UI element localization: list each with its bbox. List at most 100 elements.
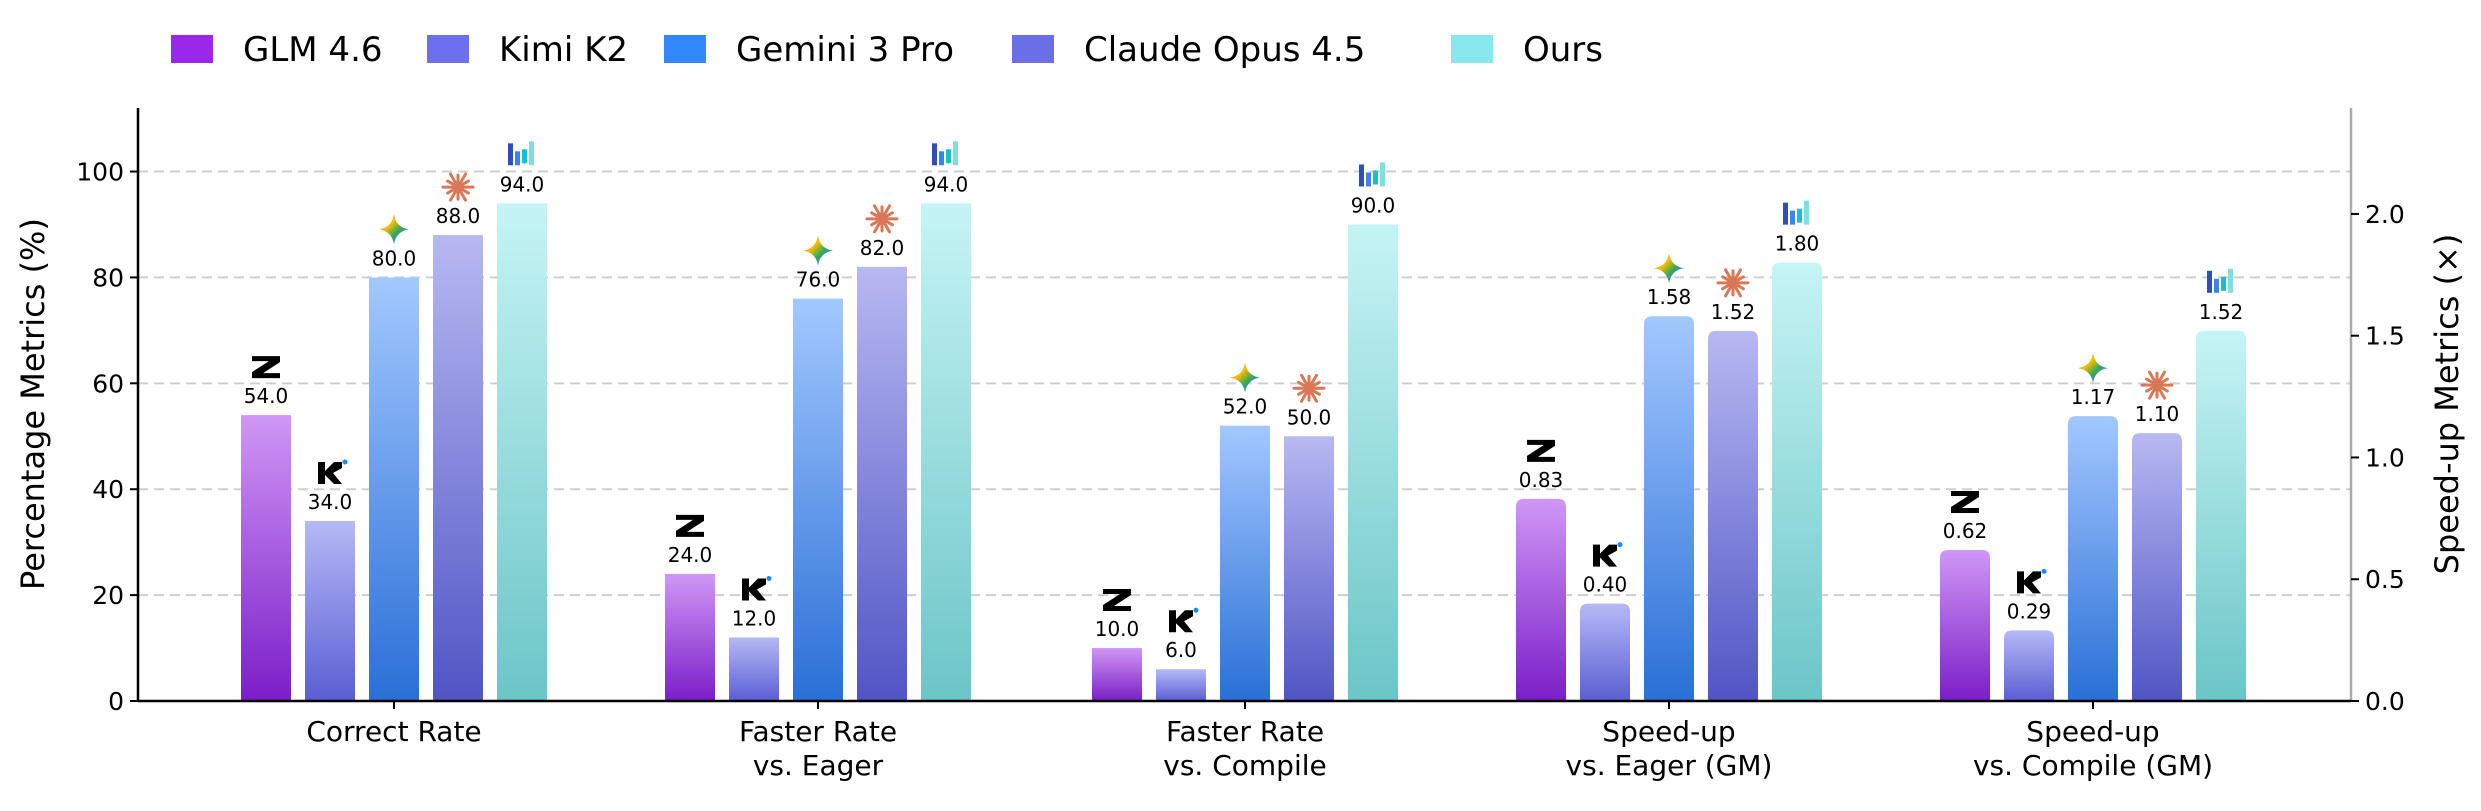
bar	[2004, 630, 2054, 701]
y-tick-label-left: 0	[108, 687, 124, 716]
bar	[1284, 436, 1334, 701]
claude-starburst-icon	[2140, 370, 2174, 400]
bar	[921, 203, 971, 701]
y-tick-label-right: 0.0	[2365, 687, 2405, 716]
data-label: 24.0	[668, 543, 713, 567]
data-label: 6.0	[1165, 638, 1197, 662]
legend-swatch	[427, 35, 469, 63]
bar	[1644, 316, 1694, 701]
y-tick-label-left: 60	[92, 369, 124, 398]
bar	[1708, 330, 1758, 701]
bar	[1772, 262, 1822, 701]
bar	[2068, 416, 2118, 701]
data-label: 82.0	[860, 236, 905, 260]
ours-bars-logo-icon	[932, 141, 958, 166]
data-label: 10.0	[1095, 617, 1140, 641]
x-tick-label: vs. Eager	[753, 749, 884, 782]
x-tick-label: vs. Eager (GM)	[1566, 749, 1773, 782]
bar	[2196, 330, 2246, 701]
x-tick-label: Speed-up	[2026, 715, 2159, 748]
bar	[1940, 550, 1990, 701]
ours-bars-logo-icon	[2207, 268, 2233, 293]
y-axis-right-label: Speed-up Metrics (×)	[2428, 234, 2466, 575]
legend-swatch	[1012, 35, 1054, 63]
zhipu-z-logo-icon	[252, 356, 280, 379]
legend-label: Kimi K2	[499, 30, 628, 70]
zhipu-z-logo-icon	[1951, 491, 1979, 514]
gemini-sparkle-icon	[379, 214, 409, 245]
data-label: 1.10	[2135, 402, 2180, 426]
data-label: 88.0	[436, 204, 481, 228]
bar	[1156, 669, 1206, 701]
bar	[2132, 433, 2182, 701]
y-tick-label-left: 20	[92, 581, 124, 610]
bar	[369, 277, 419, 701]
y-tick-label-left: 80	[92, 263, 124, 292]
data-label: 0.29	[2007, 599, 2052, 623]
bar	[241, 415, 291, 701]
y-tick-label-right: 1.0	[2365, 443, 2405, 472]
bar	[857, 266, 907, 701]
x-tick-label: vs. Compile (GM)	[1973, 749, 2213, 782]
bar	[665, 573, 715, 701]
data-label: 1.52	[1711, 300, 1756, 324]
data-label: 80.0	[372, 246, 417, 270]
kimi-k-logo-icon	[2017, 568, 2047, 594]
data-label: 1.17	[2071, 385, 2116, 409]
gemini-sparkle-icon	[1654, 253, 1684, 284]
bar	[1092, 648, 1142, 701]
data-label: 0.62	[1943, 519, 1988, 543]
zhipu-z-logo-icon	[1103, 589, 1131, 612]
data-label: 90.0	[1351, 193, 1396, 217]
y-tick-label-left: 100	[76, 158, 124, 187]
data-label: 94.0	[924, 172, 969, 196]
legend-swatch	[171, 35, 213, 63]
gemini-sparkle-icon	[803, 235, 833, 266]
bar	[497, 203, 547, 701]
data-label: 1.80	[1775, 232, 1820, 256]
ours-bars-logo-icon	[508, 141, 534, 166]
x-tick-label: Correct Rate	[306, 715, 481, 748]
data-label: 0.40	[1583, 573, 1628, 597]
claude-starburst-icon	[441, 172, 475, 202]
legend-label: GLM 4.6	[243, 30, 383, 70]
data-label: 12.0	[732, 606, 777, 630]
data-label: 94.0	[500, 172, 545, 196]
bars: 54.0 34.0 80.0 88.0 94.0 24.0 12.0 76.0 82.0 94.0…	[241, 141, 2246, 702]
data-label: 34.0	[308, 490, 353, 514]
x-tick-label: Faster Rate	[739, 715, 897, 748]
zhipu-z-logo-icon	[676, 514, 704, 537]
legend-swatch	[1451, 35, 1493, 63]
legend-label: Gemini 3 Pro	[736, 30, 954, 70]
data-label: 50.0	[1287, 405, 1332, 429]
data-label: 52.0	[1223, 395, 1268, 419]
legend-swatch	[664, 35, 706, 63]
kimi-k-logo-icon	[1169, 607, 1199, 633]
claude-starburst-icon	[1716, 268, 1750, 298]
x-tick-label: vs. Compile	[1163, 749, 1326, 782]
claude-starburst-icon	[1292, 373, 1326, 403]
zhipu-z-logo-icon	[1527, 439, 1555, 462]
y-tick-label-right: 0.5	[2365, 565, 2405, 594]
ours-bars-logo-icon	[1359, 162, 1385, 187]
y-axis-left-label: Percentage Metrics (%)	[14, 218, 52, 590]
gemini-sparkle-icon	[2078, 353, 2108, 384]
data-label: 54.0	[244, 384, 289, 408]
bar	[1580, 603, 1630, 701]
bar	[1220, 425, 1270, 701]
y-tick-label-left: 40	[92, 475, 124, 504]
ours-bars-logo-icon	[1783, 200, 1809, 225]
data-label: 1.52	[2199, 300, 2244, 324]
bar	[1348, 224, 1398, 701]
bar	[433, 235, 483, 702]
bar	[1516, 498, 1566, 701]
legend: GLM 4.6 Kimi K2 Gemini 3 Pro Claude Opus 4.…	[171, 30, 1603, 70]
legend-label: Ours	[1523, 30, 1603, 70]
kimi-k-logo-icon	[742, 575, 772, 601]
x-tick-label: Faster Rate	[1166, 715, 1324, 748]
bar	[729, 637, 779, 701]
bar	[305, 520, 355, 701]
legend-label: Claude Opus 4.5	[1084, 30, 1365, 70]
